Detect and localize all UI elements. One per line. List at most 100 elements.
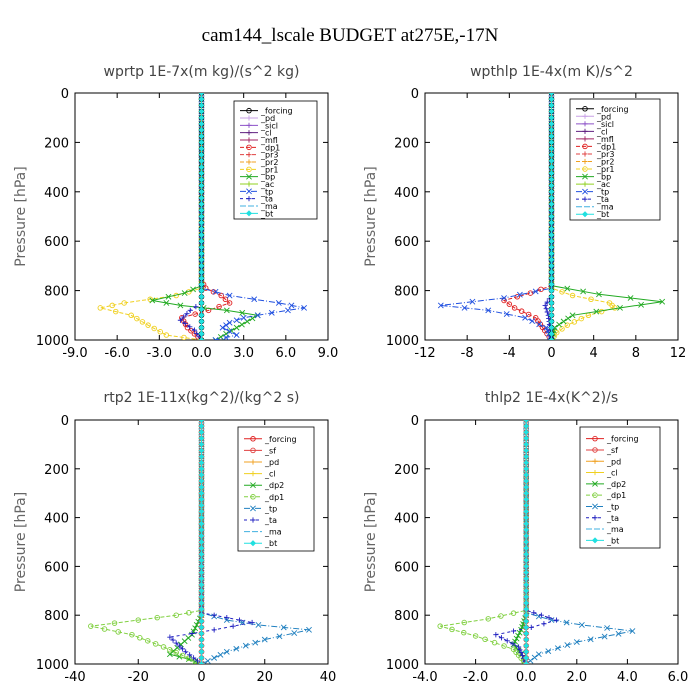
x-tick-label: -20: [128, 670, 149, 685]
data-point: [198, 484, 205, 491]
data-point: [193, 622, 200, 628]
data-point: [532, 288, 539, 295]
legend-label: _bp: [596, 173, 611, 182]
data-point: [198, 232, 205, 239]
data-point: [198, 312, 205, 319]
legend-marker: [250, 436, 256, 442]
y-tick-label: 200: [394, 136, 419, 151]
data-point: [198, 93, 205, 97]
data-point: [226, 292, 233, 299]
data-point: [223, 322, 230, 329]
data-point: [548, 281, 555, 288]
data-point: [186, 610, 192, 616]
legend-label: _tp: [606, 502, 619, 511]
data-point: [437, 302, 444, 309]
data-point: [163, 300, 170, 306]
data-point: [251, 296, 258, 303]
data-point: [587, 636, 594, 643]
x-tick-label: 8: [632, 346, 640, 361]
data-point: [183, 649, 189, 655]
data-point: [184, 311, 190, 317]
data-point: [198, 201, 205, 208]
data-point: [522, 314, 529, 321]
data-point: [291, 630, 298, 637]
data-point: [198, 545, 205, 552]
legend-marker: [592, 492, 598, 498]
data-point: [548, 93, 555, 97]
data-point: [544, 309, 550, 315]
data-point: [482, 636, 488, 643]
legend-label: _forcing: [606, 435, 639, 444]
data-point: [523, 520, 530, 527]
data-point: [528, 624, 534, 630]
legend-marker: [246, 159, 252, 165]
data-point: [242, 642, 249, 649]
data-point: [165, 293, 172, 300]
data-point: [523, 532, 530, 539]
data-point: [111, 620, 118, 626]
series-layer: [437, 420, 636, 664]
data-point: [198, 660, 205, 664]
data-point: [254, 312, 261, 319]
data-point: [198, 563, 205, 570]
data-point: [198, 618, 205, 625]
data-point: [548, 269, 555, 276]
data-point: [506, 301, 513, 307]
data-point: [177, 317, 184, 323]
data-point: [135, 617, 141, 623]
data-point: [501, 295, 507, 301]
legend-label: _cl: [606, 469, 618, 478]
legend-label: _bt: [260, 209, 273, 218]
data-point: [198, 269, 205, 276]
legend-label: _bt: [606, 536, 619, 545]
data-point: [516, 629, 523, 636]
data-point: [198, 630, 205, 637]
legend-label: _sicl: [260, 121, 278, 130]
data-point: [523, 453, 530, 460]
legend-label: _cl: [596, 127, 608, 136]
data-point: [198, 151, 205, 158]
legend-marker: [592, 480, 598, 487]
data-point: [198, 496, 205, 503]
data-point: [249, 619, 255, 626]
data-point: [223, 648, 230, 655]
data-point: [461, 629, 467, 636]
data-point: [523, 654, 530, 661]
data-point: [523, 514, 530, 521]
data-point: [548, 145, 555, 152]
data-point: [198, 164, 205, 171]
legend-label: _sf: [606, 446, 618, 455]
legend-label: _tp: [260, 187, 273, 196]
data-point: [173, 640, 179, 646]
data-point: [548, 330, 555, 337]
y-tick-label: 600: [394, 235, 419, 250]
data-point: [198, 599, 205, 607]
data-point: [261, 636, 268, 643]
chart-panel-2: wpthlp 1E-4x(m K)/s^2 Pressure [hPa] -12 -8…: [363, 64, 686, 361]
data-point: [198, 293, 205, 300]
data-point: [523, 569, 530, 576]
data-point: [216, 303, 222, 310]
data-point: [627, 295, 634, 301]
x-tick-label: 4: [590, 346, 598, 361]
legend-marker: [246, 196, 252, 202]
data-point: [198, 176, 205, 183]
data-point: [548, 120, 555, 127]
data-point: [548, 213, 555, 220]
data-point: [523, 508, 530, 515]
legend-label: _pr3: [260, 151, 278, 160]
legend-label: _bt: [264, 539, 277, 548]
data-point: [211, 654, 218, 661]
data-point: [268, 309, 275, 316]
data-point: [198, 139, 205, 146]
data-point: [190, 655, 197, 661]
data-point: [193, 304, 199, 310]
data-point: [638, 301, 645, 308]
legend-marker: [249, 540, 257, 547]
data-point: [198, 102, 205, 109]
legend-label: _ac: [596, 180, 610, 189]
data-point: [554, 645, 561, 652]
data-point: [519, 652, 526, 659]
data-point: [523, 624, 530, 631]
data-point: [543, 324, 550, 331]
